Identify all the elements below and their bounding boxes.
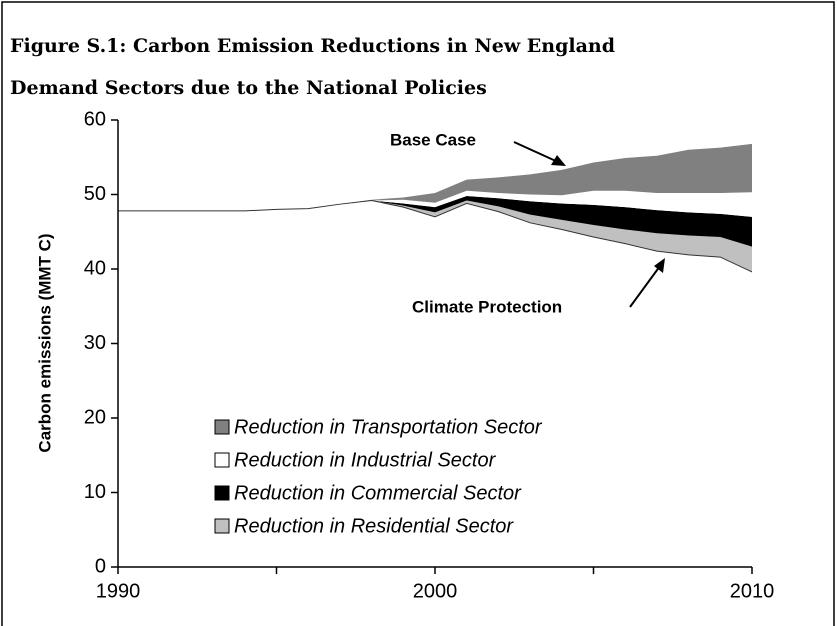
x-tick-label: 1990 (96, 580, 141, 602)
legend-label: Reduction in Transportation Sector (234, 416, 543, 438)
legend-swatch (214, 452, 230, 468)
chart-title: Demand Sectors due to the National Polic… (10, 77, 487, 99)
arrow-head (551, 155, 566, 166)
arrow-head (654, 258, 665, 273)
legend-swatch (214, 419, 230, 435)
legend-label: Reduction in Industrial Sector (234, 449, 497, 471)
y-tick-label: 10 (84, 481, 106, 503)
legend-label: Reduction in Residential Sector (234, 515, 514, 537)
annotation-arrow (513, 141, 559, 163)
y-tick-label: 20 (84, 406, 106, 428)
baseline-line (118, 199, 753, 273)
annotation: Climate Protection (412, 297, 562, 316)
legend-swatch (214, 518, 230, 534)
y-tick-label: 50 (84, 183, 106, 205)
area (118, 143, 752, 211)
area (118, 190, 752, 217)
legend-label: Reduction in Commercial Sector (234, 482, 522, 504)
x-tick-label: 2000 (413, 580, 458, 602)
y-tick-label: 30 (84, 332, 106, 354)
y-axis-label: Carbon emissions (MMT C) (35, 233, 54, 452)
x-tick-label: 2010 (730, 580, 775, 602)
annotation: Base Case (390, 130, 476, 149)
y-tick-label: 0 (95, 555, 106, 577)
chart-title: Figure S.1: Carbon Emission Reductions i… (10, 35, 615, 57)
legend-swatch (214, 485, 230, 501)
area (118, 195, 752, 247)
y-tick-label: 40 (84, 257, 106, 279)
y-tick-label: 60 (84, 108, 106, 130)
area (118, 200, 752, 272)
annotation-arrow (629, 265, 661, 308)
